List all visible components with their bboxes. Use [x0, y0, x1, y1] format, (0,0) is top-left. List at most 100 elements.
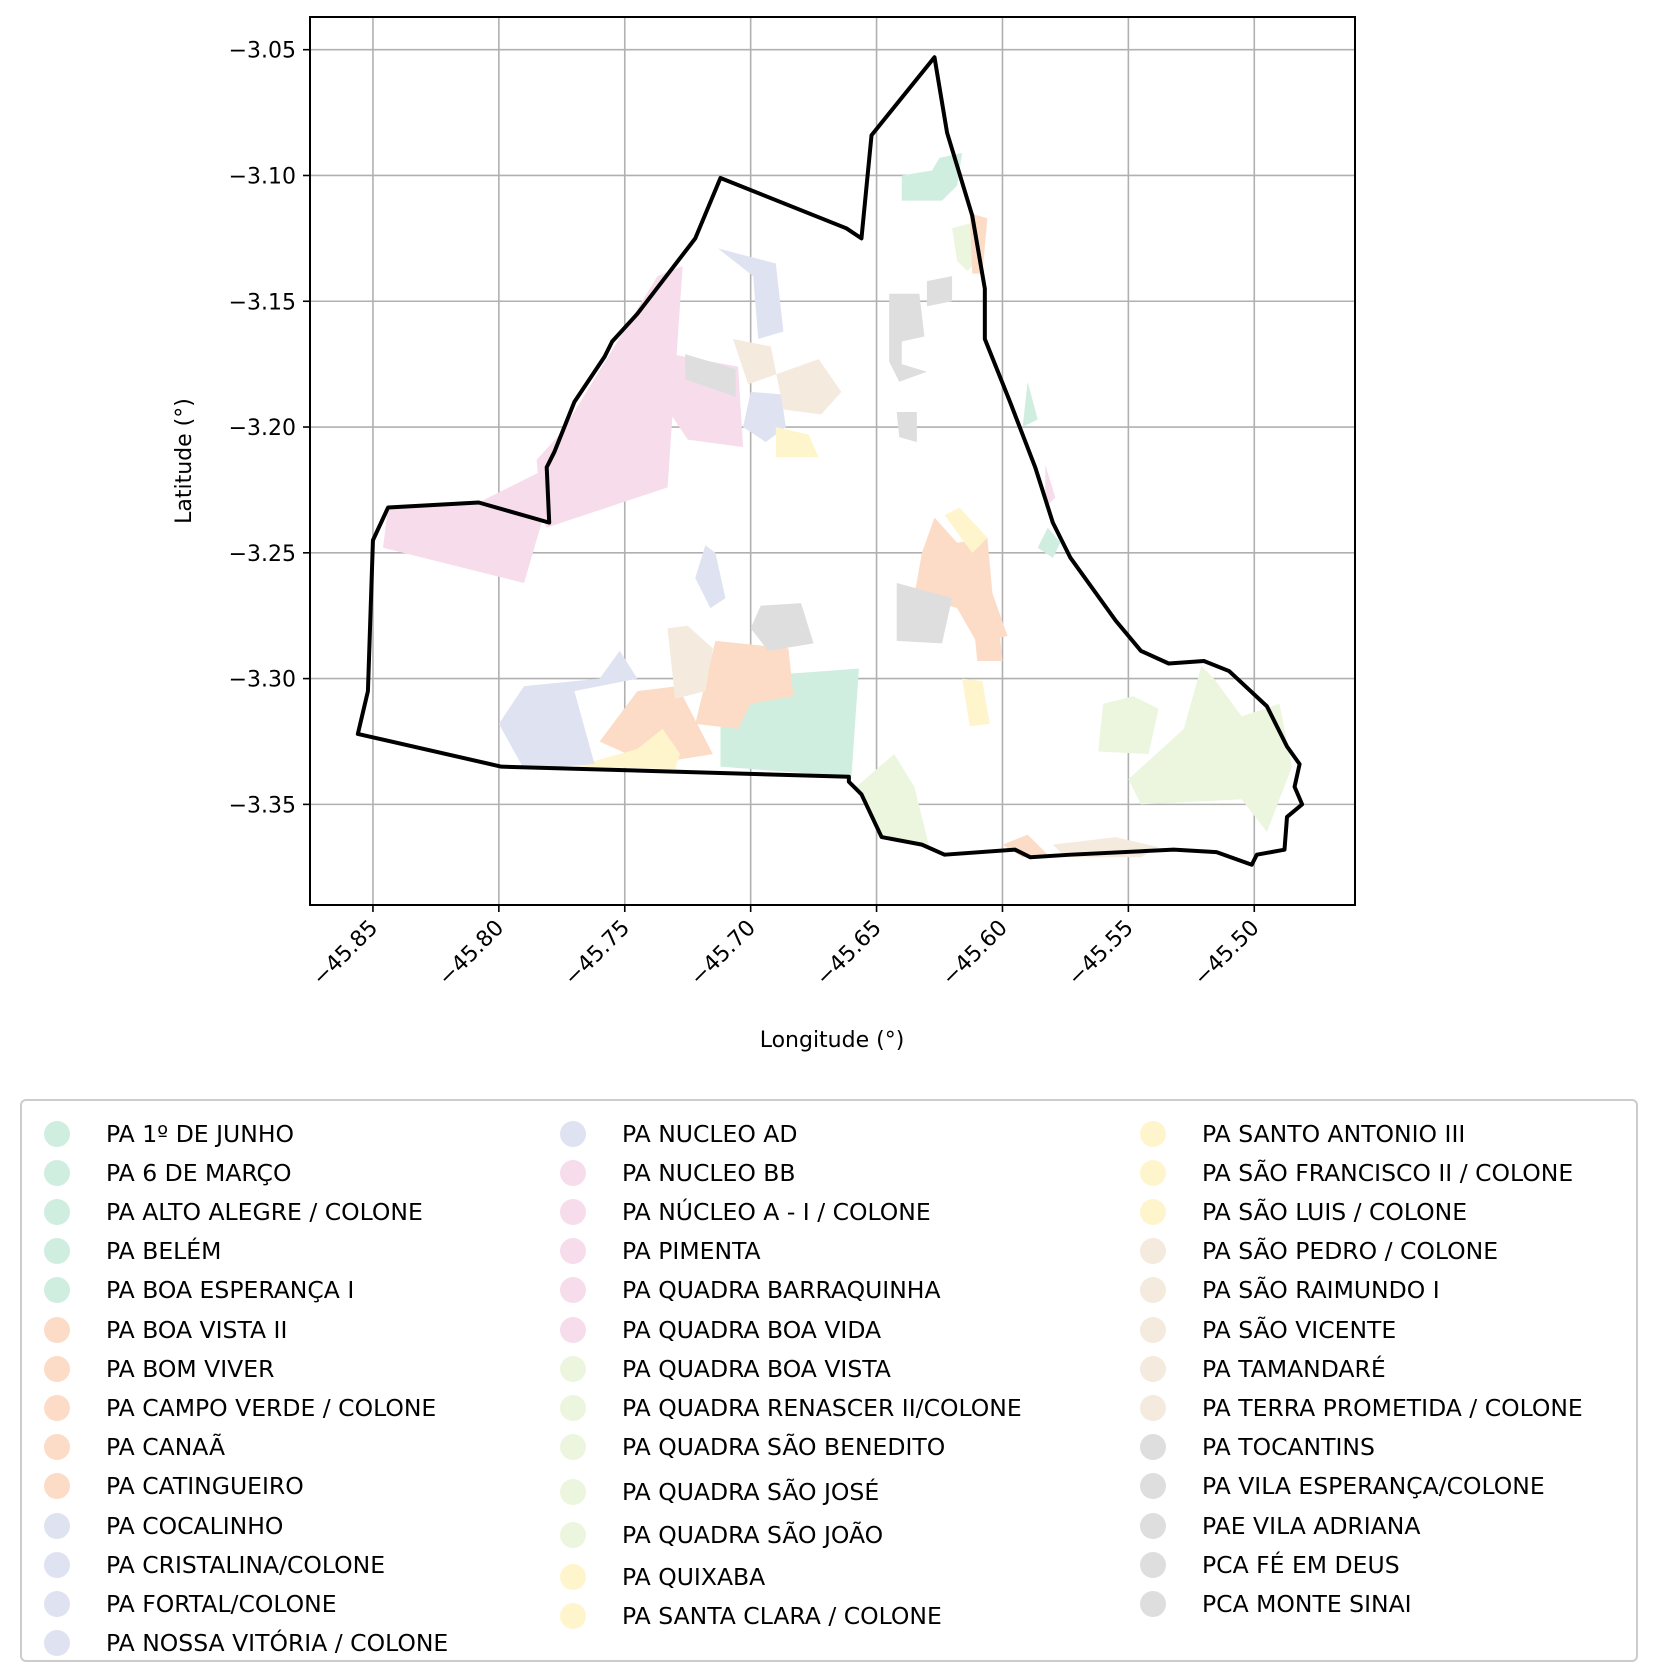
settlement-region-20 — [1098, 696, 1159, 755]
legend-marker — [560, 1603, 586, 1629]
legend-label: PA QUADRA SÃO JOSÉ — [622, 1478, 880, 1506]
legend-label: PA SÃO FRANCISCO II / COLONE — [1202, 1159, 1574, 1187]
y-tick-label-0: −3.05 — [229, 39, 296, 64]
legend-item: PA 6 DE MARÇO — [22, 1158, 291, 1188]
legend-item: PA COCALINHO — [22, 1511, 283, 1541]
legend-marker — [560, 1356, 586, 1382]
legend-item: PA SANTA CLARA / COLONE — [538, 1601, 942, 1631]
legend-label: PA TERRA PROMETIDA / COLONE — [1202, 1394, 1583, 1422]
legend-label: PCA FÉ EM DEUS — [1202, 1551, 1400, 1579]
settlement-region-29 — [574, 728, 681, 770]
legend-item: PA CATINGUEIRO — [22, 1471, 304, 1501]
legend-item: PA CANAÃ — [22, 1432, 225, 1462]
legend-marker — [44, 1434, 70, 1460]
legend-marker — [44, 1317, 70, 1343]
legend-label: PA TAMANDARÉ — [1202, 1355, 1386, 1383]
legend-marker — [560, 1434, 586, 1460]
legend-label: PCA MONTE SINAI — [1202, 1590, 1412, 1618]
settlement-region-27 — [599, 686, 713, 765]
settlement-region-10 — [896, 411, 917, 443]
legend-label: PA NÚCLEO A - I / COLONE — [622, 1198, 931, 1226]
legend-marker — [44, 1591, 70, 1617]
settlement-region-33 — [1022, 381, 1038, 428]
legend-marker — [560, 1121, 586, 1147]
legend-marker — [1140, 1513, 1166, 1539]
legend-label: PA CRISTALINA/COLONE — [106, 1551, 386, 1579]
y-tick-label-1: −3.10 — [229, 164, 296, 189]
legend-label: PA BOA ESPERANÇA I — [106, 1276, 355, 1304]
legend-marker — [560, 1238, 586, 1264]
legend-label: PA SÃO VICENTE — [1202, 1316, 1397, 1344]
legend-item: PA BELÉM — [22, 1236, 221, 1266]
legend-label: PA QUIXABA — [622, 1563, 766, 1591]
legend-marker — [44, 1513, 70, 1539]
legend-marker — [1140, 1317, 1166, 1343]
legend-label: PA VILA ESPERANÇA/COLONE — [1202, 1472, 1545, 1500]
legend-marker — [1140, 1434, 1166, 1460]
settlement-region-7 — [775, 427, 819, 458]
legend-item: PCA FÉ EM DEUS — [1118, 1550, 1400, 1580]
legend-label: PA SÃO PEDRO / COLONE — [1202, 1237, 1499, 1265]
legend-item: PA ALTO ALEGRE / COLONE — [22, 1197, 423, 1227]
legend-item: PA TERRA PROMETIDA / COLONE — [1118, 1393, 1583, 1423]
legend-item: PA QUADRA SÃO JOSÉ — [538, 1477, 879, 1507]
legend-label: PA NOSSA VITÓRIA / COLONE — [106, 1629, 449, 1657]
y-tick-label-6: −3.35 — [229, 793, 296, 818]
x-tick-label-6: −45.55 — [1063, 916, 1138, 991]
legend-item: PA SÃO VICENTE — [1118, 1315, 1396, 1345]
legend-item: PA VILA ESPERANÇA/COLONE — [1118, 1471, 1545, 1501]
legend-label: PA CAMPO VERDE / COLONE — [106, 1394, 437, 1422]
settlement-region-4 — [733, 338, 842, 415]
legend-item: PA BOM VIVER — [22, 1354, 274, 1384]
legend-label: PA CANAÃ — [106, 1433, 226, 1461]
legend-label: PA NUCLEO AD — [622, 1120, 798, 1148]
legend-label: PA QUADRA BOA VISTA — [622, 1355, 891, 1383]
legend-item: PA TOCANTINS — [1118, 1432, 1375, 1462]
legend-label: PA SANTA CLARA / COLONE — [622, 1602, 942, 1630]
legend-item: PA 1º DE JUNHO — [22, 1119, 294, 1149]
legend-item: PA QUADRA BOA VIDA — [538, 1315, 881, 1345]
legend-label: PA BELÉM — [106, 1237, 222, 1265]
legend-marker — [1140, 1395, 1166, 1421]
legend-marker — [1140, 1473, 1166, 1499]
legend-marker — [44, 1356, 70, 1382]
legend-label: PA SÃO RAIMUNDO I — [1202, 1276, 1440, 1304]
legend-label: PA QUADRA BARRAQUINHA — [622, 1276, 941, 1304]
settlement-region-34 — [1045, 464, 1056, 508]
settlement-region-16 — [944, 507, 988, 553]
legend-marker — [1140, 1238, 1166, 1264]
legend-marker — [560, 1479, 586, 1505]
y-tick-label-5: −3.30 — [229, 668, 296, 693]
legend-label: PA SÃO LUIS / COLONE — [1202, 1198, 1468, 1226]
x-tick-label-0: −45.85 — [308, 916, 383, 991]
legend-item: PA CAMPO VERDE / COLONE — [22, 1393, 436, 1423]
legend-marker — [1140, 1356, 1166, 1382]
legend-label: PA QUADRA RENASCER II/COLONE — [622, 1394, 1022, 1422]
x-tick-label-5: −45.60 — [937, 916, 1012, 991]
legend-item: PA SÃO FRANCISCO II / COLONE — [1118, 1158, 1573, 1188]
legend-marker — [1140, 1199, 1166, 1225]
municipal-boundary — [355, 55, 1305, 867]
legend-label: PA BOM VIVER — [106, 1355, 275, 1383]
legend-item: PA PIMENTA — [538, 1236, 761, 1266]
settlement-region-31 — [695, 545, 726, 609]
legend-label: PA ALTO ALEGRE / COLONE — [106, 1198, 423, 1226]
x-axis-label: Longitude (°) — [760, 1028, 905, 1053]
settlement-region-5 — [717, 248, 784, 339]
legend-marker — [560, 1395, 586, 1421]
x-tick-label-4: −45.65 — [812, 916, 887, 991]
legend-marker — [44, 1199, 70, 1225]
legend-marker — [44, 1277, 70, 1303]
legend-marker — [44, 1395, 70, 1421]
legend-item: PA SÃO PEDRO / COLONE — [1118, 1236, 1498, 1266]
legend-item: PA NUCLEO BB — [538, 1158, 796, 1188]
settlement-region-19 — [1037, 527, 1061, 558]
settlement-region-30 — [498, 650, 638, 770]
legend-label: PA QUADRA BOA VIDA — [622, 1316, 882, 1344]
settlement-region-17 — [896, 583, 953, 644]
legend-marker — [1140, 1552, 1166, 1578]
legend-label: PA CATINGUEIRO — [106, 1472, 304, 1500]
legend-label: PA NUCLEO BB — [622, 1159, 796, 1187]
legend-marker — [44, 1238, 70, 1264]
legend-label: PAE VILA ADRIANA — [1202, 1512, 1421, 1540]
